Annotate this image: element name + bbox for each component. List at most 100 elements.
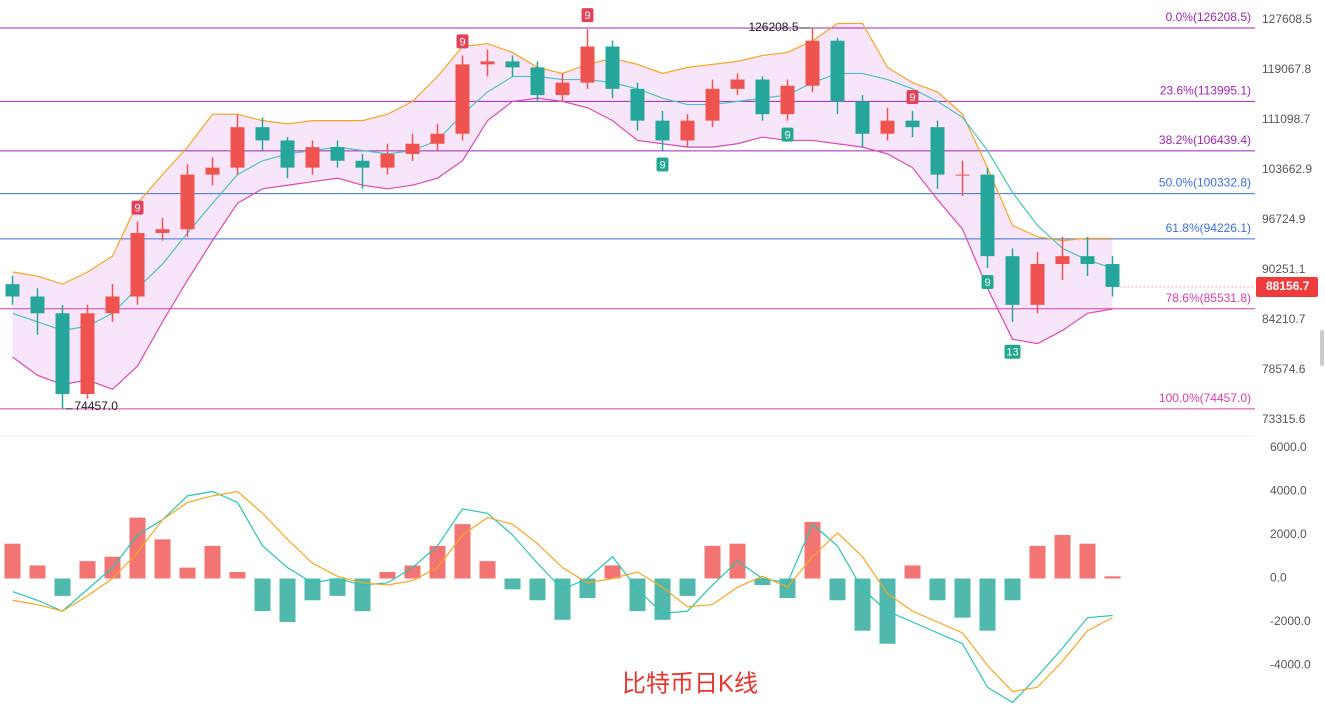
macd-bar [454,524,471,579]
candle-body [405,143,420,154]
candle-body [755,79,770,115]
candle-body [180,174,195,230]
candle-body [105,296,120,314]
candle-body [905,120,920,128]
last-price-label: 88156.7 [1266,279,1310,293]
macd-dif [12,490,1113,704]
candle-body [355,160,370,168]
candle-body [930,127,945,175]
y-tick-label: 78574.6 [1262,362,1306,376]
y-tick-label: 84210.7 [1262,312,1306,326]
candle-body [855,101,870,134]
fib-label: 50.0%(100332.8) [1159,176,1251,190]
y-tick-label: 73315.6 [1262,412,1306,426]
macd-bar [304,578,321,601]
candle-body [380,153,395,168]
y-tick-label: 127608.5 [1262,12,1312,26]
high-label: 126208.5 [748,20,798,34]
candle-body [830,40,845,102]
macd-bar [779,578,796,599]
fib-label: 61.8%(94226.1) [1166,221,1251,235]
macd-bar [1029,545,1046,579]
fib-label: 78.6%(85531.8) [1166,291,1251,305]
macd-bar [29,565,46,579]
candle-body [5,284,20,297]
td-marker [981,275,994,290]
candle-body [730,79,745,89]
macd-bar [1004,578,1021,601]
candle-body [480,61,495,65]
fib-label: 0.0%(126208.5) [1166,10,1251,24]
candle-body [430,133,445,144]
macd-bar [604,565,621,579]
scrollbar [1320,330,1324,366]
candle-body [280,140,295,168]
candle-body [555,82,570,96]
macd-bar [479,561,496,579]
y-tick-label: -4000.0 [1270,658,1311,672]
macd-bar [629,578,646,612]
macd-bar [679,578,696,596]
macd-bar [179,567,196,579]
candle-body [705,88,720,121]
candle-body [55,313,70,395]
macd-bar [329,578,346,596]
macd-bar [579,578,596,599]
macd-bar [704,545,721,579]
y-tick-label: 90251.1 [1262,262,1306,276]
candle-body [305,147,320,168]
td-marker-label: 9 [134,203,140,215]
candle-body [1055,256,1070,265]
y-tick-label: 0.0 [1270,571,1287,585]
candle-body [780,85,795,115]
y-tick-label: 111098.7 [1262,112,1311,126]
macd-bar [354,578,371,612]
candle-body [80,313,95,395]
candle-body [205,167,220,175]
macd-bar [1079,543,1096,579]
candle-body [955,174,970,176]
candle-body [655,120,670,141]
td-marker-label: 9 [984,277,990,289]
macd-bar [254,578,271,612]
candle-body [980,174,995,257]
candle-body [680,120,695,141]
low-label: 74457.0 [75,399,119,413]
td-marker [656,157,669,172]
macd-bar [4,543,21,579]
bollinger-band [12,23,1113,390]
macd-bar [1104,576,1121,579]
y-tick-label: 96724.9 [1262,212,1306,226]
candle-body [805,40,820,86]
td-marker-label: 9 [459,36,465,48]
td-marker-label: 9 [784,130,790,142]
macd-bar [154,539,171,579]
candle-body [580,46,595,83]
macd-bar [504,578,521,590]
candle-body [155,229,170,233]
candle-body [255,127,270,141]
macd-bar [829,578,846,601]
td-marker-label: 9 [584,10,590,22]
td-marker [581,8,594,23]
macd-bar [754,578,771,586]
td-marker [1004,344,1021,359]
macd-bar [54,578,71,596]
td-marker [131,200,144,215]
macd-bar [854,578,871,631]
candle-body [1005,256,1020,305]
macd-bar [79,561,96,579]
td-marker-label: 13 [1006,347,1018,359]
candle-body [455,64,470,134]
candle-body [30,296,45,314]
macd-bar [404,565,421,579]
macd-bar [529,578,546,601]
y-tick-label: 103662.9 [1262,162,1312,176]
td-marker-label: 9 [909,92,915,104]
fib-label: 23.6%(113995.1) [1160,84,1251,98]
macd-bar [554,578,571,620]
candle-body [1105,264,1120,287]
macd-bar [379,571,396,579]
macd-bar [804,521,821,579]
